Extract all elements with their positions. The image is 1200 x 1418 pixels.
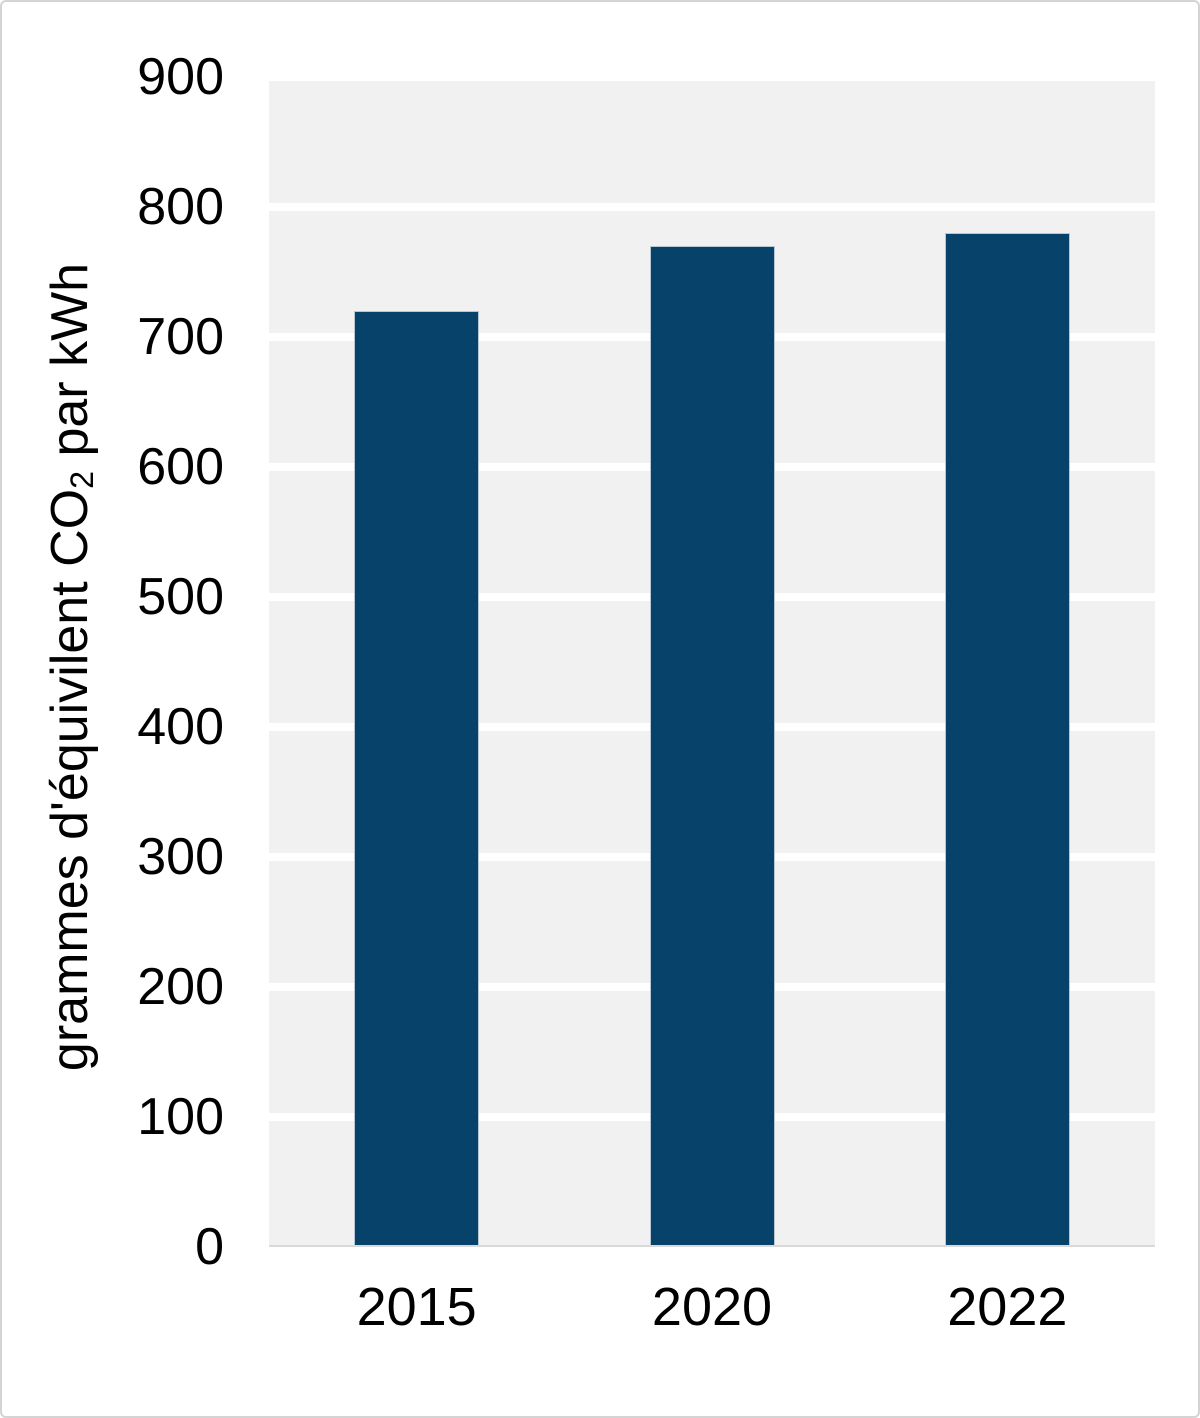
y-axis-title-text-end: par kWh bbox=[41, 262, 99, 471]
y-tick-label-300: 300 bbox=[137, 828, 224, 886]
y-tick-label-500: 500 bbox=[137, 568, 224, 626]
bar-2020 bbox=[649, 246, 775, 1247]
x-tick-label-2015: 2015 bbox=[356, 1277, 477, 1337]
bar-2015 bbox=[354, 311, 480, 1247]
y-tick-label-100: 100 bbox=[137, 1088, 224, 1146]
y-tick-label-0: 0 bbox=[195, 1218, 224, 1276]
x-tick-label-2022: 2022 bbox=[947, 1277, 1068, 1337]
gridline-800 bbox=[269, 203, 1155, 211]
bar-2022 bbox=[944, 233, 1070, 1247]
y-tick-label-400: 400 bbox=[137, 698, 224, 756]
plot-area bbox=[269, 73, 1155, 1247]
y-tick-label-800: 800 bbox=[137, 178, 224, 236]
y-axis-title: grammes d'équivilent CO2 par kWh bbox=[40, 67, 100, 1267]
x-tick-label-2020: 2020 bbox=[651, 1277, 773, 1337]
y-tick-label-700: 700 bbox=[137, 308, 224, 366]
x-axis-baseline bbox=[269, 1245, 1155, 1247]
y-tick-label-900: 900 bbox=[137, 48, 224, 106]
gridline-900 bbox=[269, 73, 1155, 81]
y-tick-label-200: 200 bbox=[137, 958, 224, 1016]
y-tick-label-600: 600 bbox=[137, 438, 224, 496]
